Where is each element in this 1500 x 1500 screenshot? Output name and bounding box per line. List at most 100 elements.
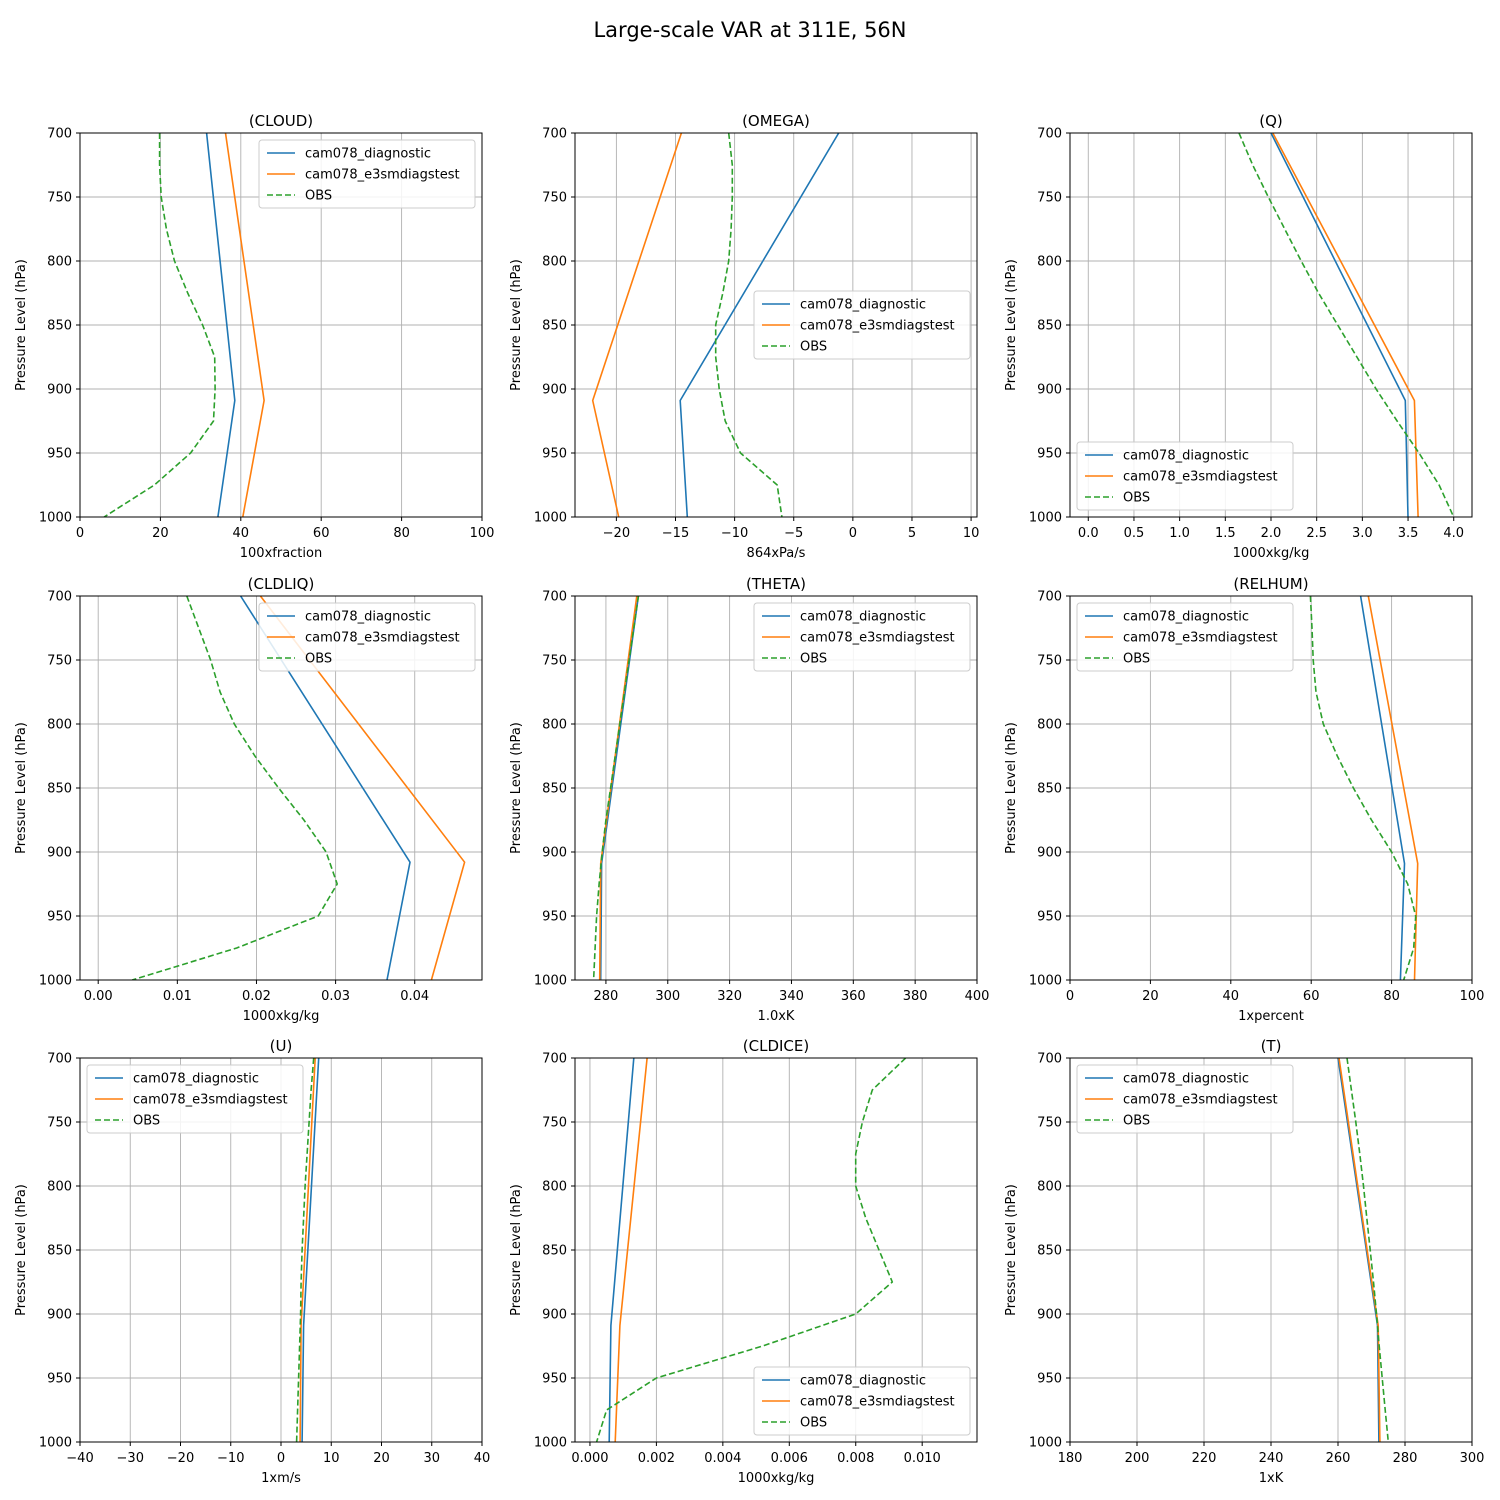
legend-label: cam078_diagnostic <box>1123 1072 1249 1087</box>
series-line-OBS <box>595 1058 907 1442</box>
y-tick-label: 850 <box>542 1244 567 1259</box>
x-tick-label: −10 <box>721 526 748 541</box>
legend: cam078_diagnostic cam078_e3smdiagstest OBS <box>753 1366 971 1436</box>
series-group <box>1337 1058 1390 1442</box>
y-tick-label: 700 <box>47 590 72 605</box>
series-group <box>592 596 640 980</box>
y-tick-label: 950 <box>47 910 72 925</box>
x-tick-label: 10 <box>323 1451 340 1466</box>
x-tick-label: 0 <box>277 1451 285 1466</box>
series-line-OBS <box>1309 596 1417 980</box>
x-tick-label: 80 <box>1383 989 1400 1004</box>
x-tick-label: 0.010 <box>904 1451 941 1466</box>
x-axis-label: 1.0xK <box>758 1009 795 1024</box>
legend-box <box>1076 602 1294 672</box>
legend-label: cam078_diagnostic <box>800 610 926 625</box>
legend-label: cam078_diagnostic <box>800 1374 926 1389</box>
y-tick-label: 750 <box>1037 191 1062 206</box>
x-tick-label: 5 <box>908 526 916 541</box>
legend-label: cam078_diagnostic <box>305 610 431 625</box>
x-tick-label: 0 <box>849 526 857 541</box>
series-line-OBS <box>1238 133 1455 517</box>
y-tick-label: 750 <box>542 654 567 669</box>
y-tick-label: 800 <box>1037 1180 1062 1195</box>
chart-title: (T) <box>1261 1037 1282 1055</box>
x-tick-label: 3.5 <box>1398 526 1419 541</box>
y-tick-label: 950 <box>47 447 72 462</box>
x-tick-label: 0.03 <box>321 989 350 1004</box>
legend: cam078_diagnostic cam078_e3smdiagstest OBS <box>1076 1064 1294 1134</box>
y-tick-label: 800 <box>1037 255 1062 270</box>
y-tick-label: 950 <box>1037 910 1062 925</box>
series-line-cam078_e3smdiagstest <box>591 133 683 517</box>
panel-grid: 0 20 40 60 80 1007007508008509009501000(CLOUD… <box>14 112 1484 1486</box>
series-line-cam078_diagnostic <box>608 1058 635 1442</box>
legend: cam078_diagnostic cam078_e3smdiagstest OBS <box>258 602 476 672</box>
y-tick-label: 700 <box>1037 127 1062 142</box>
x-tick-label: 100 <box>470 526 495 541</box>
legend-label: cam078_e3smdiagstest <box>1123 1093 1278 1108</box>
y-tick-label: 800 <box>47 718 72 733</box>
y-tick-label: 850 <box>542 782 567 797</box>
y-tick-label: 750 <box>47 191 72 206</box>
x-tick-label: 180 <box>1058 1451 1083 1466</box>
y-tick-label: 750 <box>542 1116 567 1131</box>
legend-label: cam078_e3smdiagstest <box>800 319 955 334</box>
series-line-OBS <box>592 596 640 980</box>
x-tick-label: 0.006 <box>771 1451 808 1466</box>
x-axis-label: 1000xkg/kg <box>1233 546 1310 561</box>
x-tick-label: 220 <box>1192 1451 1217 1466</box>
series-group <box>591 133 840 517</box>
y-axis-label: Pressure Level (hPa) <box>509 259 524 391</box>
y-tick-label: 850 <box>47 782 72 797</box>
chart-panel-2: −20 −15 −10 −5 0 5 10 700 750 800 850 900 950 1000 (OM… <box>509 112 979 561</box>
legend-label: cam078_diagnostic <box>1123 610 1249 625</box>
x-tick-label: 20 <box>152 526 169 541</box>
x-tick-label: 0.01 <box>163 989 192 1004</box>
legend-label: OBS <box>800 1416 827 1431</box>
y-tick-label: 700 <box>47 1052 72 1067</box>
series-line-cam078_diagnostic <box>679 133 840 517</box>
series-line-cam078_diagnostic <box>205 133 236 517</box>
legend: cam078_diagnostic cam078_e3smdiagstest OBS <box>86 1064 304 1134</box>
series-line-cam078_e3smdiagstest <box>259 596 466 980</box>
chart-title: (CLOUD) <box>249 112 313 130</box>
x-tick-label: 4.0 <box>1443 526 1464 541</box>
legend-box <box>753 602 971 672</box>
legend-label: OBS <box>133 1114 160 1129</box>
x-axis-label: 1xpercent <box>1238 1009 1304 1024</box>
legend-label: cam078_diagnostic <box>305 147 431 162</box>
y-tick-label: 950 <box>542 1372 567 1387</box>
x-tick-label: 360 <box>841 989 866 1004</box>
y-tick-label: 850 <box>47 319 72 334</box>
series-group <box>1238 133 1455 517</box>
legend-label: OBS <box>800 340 827 355</box>
chart-title: (THETA) <box>746 575 806 593</box>
x-tick-label: 0.00 <box>84 989 113 1004</box>
x-tick-label: 80 <box>393 526 410 541</box>
y-tick-label: 750 <box>1037 654 1062 669</box>
y-tick-label: 750 <box>47 654 72 669</box>
legend-label: OBS <box>800 652 827 667</box>
x-tick-label: 0.02 <box>242 989 271 1004</box>
x-axis-label: 1xm/s <box>261 1471 301 1486</box>
x-tick-label: 380 <box>903 989 928 1004</box>
series-group <box>595 1058 907 1442</box>
x-tick-label: 100 <box>1460 989 1485 1004</box>
x-tick-label: 3.0 <box>1352 526 1373 541</box>
series-line-cam078_e3smdiagstest <box>1272 133 1419 517</box>
legend-box <box>753 1366 971 1436</box>
series-line-OBS <box>295 1058 315 1442</box>
legend-box <box>753 290 971 360</box>
y-tick-label: 700 <box>542 127 567 142</box>
chart-title: (CLDICE) <box>743 1037 809 1055</box>
y-tick-label: 850 <box>1037 782 1062 797</box>
y-tick-label: 950 <box>1037 447 1062 462</box>
y-axis-label: Pressure Level (hPa) <box>1004 1184 1019 1316</box>
legend-label: cam078_diagnostic <box>800 298 926 313</box>
y-tick-label: 700 <box>1037 1052 1062 1067</box>
y-axis-label: Pressure Level (hPa) <box>14 1184 29 1316</box>
series-line-cam078_e3smdiagstest <box>1338 1058 1381 1442</box>
figure-title: Large-scale VAR at 311E, 56N <box>593 18 906 42</box>
